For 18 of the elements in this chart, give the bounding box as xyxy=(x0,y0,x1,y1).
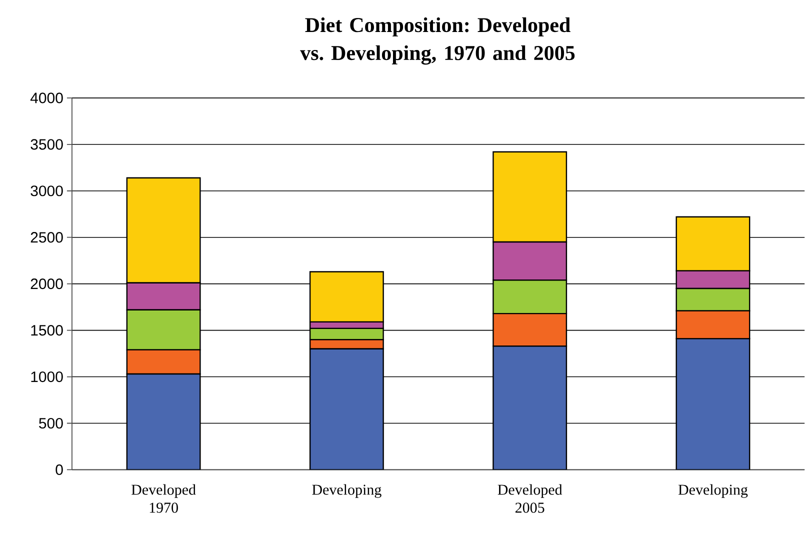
chart-title: Diet Composition: Developed vs. Developing, 1970 and 2005 xyxy=(300,18,575,65)
y-tick-label: 3500 xyxy=(30,139,63,150)
x-tick-label: Developing xyxy=(312,484,382,498)
bar xyxy=(492,346,568,470)
y-tick-label: 500 xyxy=(39,418,63,429)
x-tick-label: Developed 1970 xyxy=(132,484,196,513)
y-tick-label: 1500 xyxy=(31,325,63,336)
y-tick-label: 2000 xyxy=(30,278,63,290)
y-tick-label: 0 xyxy=(56,464,63,476)
bar xyxy=(309,348,384,470)
bar xyxy=(676,338,750,470)
x-tick-label: Developing xyxy=(678,484,748,498)
y-tick-label: 4000 xyxy=(30,92,63,104)
x-tick-label: Developed 2005 xyxy=(498,484,562,513)
y-tick-label: 3000 xyxy=(30,186,63,196)
y-tick-label: 1000 xyxy=(31,372,63,382)
bar xyxy=(126,374,201,470)
y-tick-label: 2500 xyxy=(30,232,63,243)
